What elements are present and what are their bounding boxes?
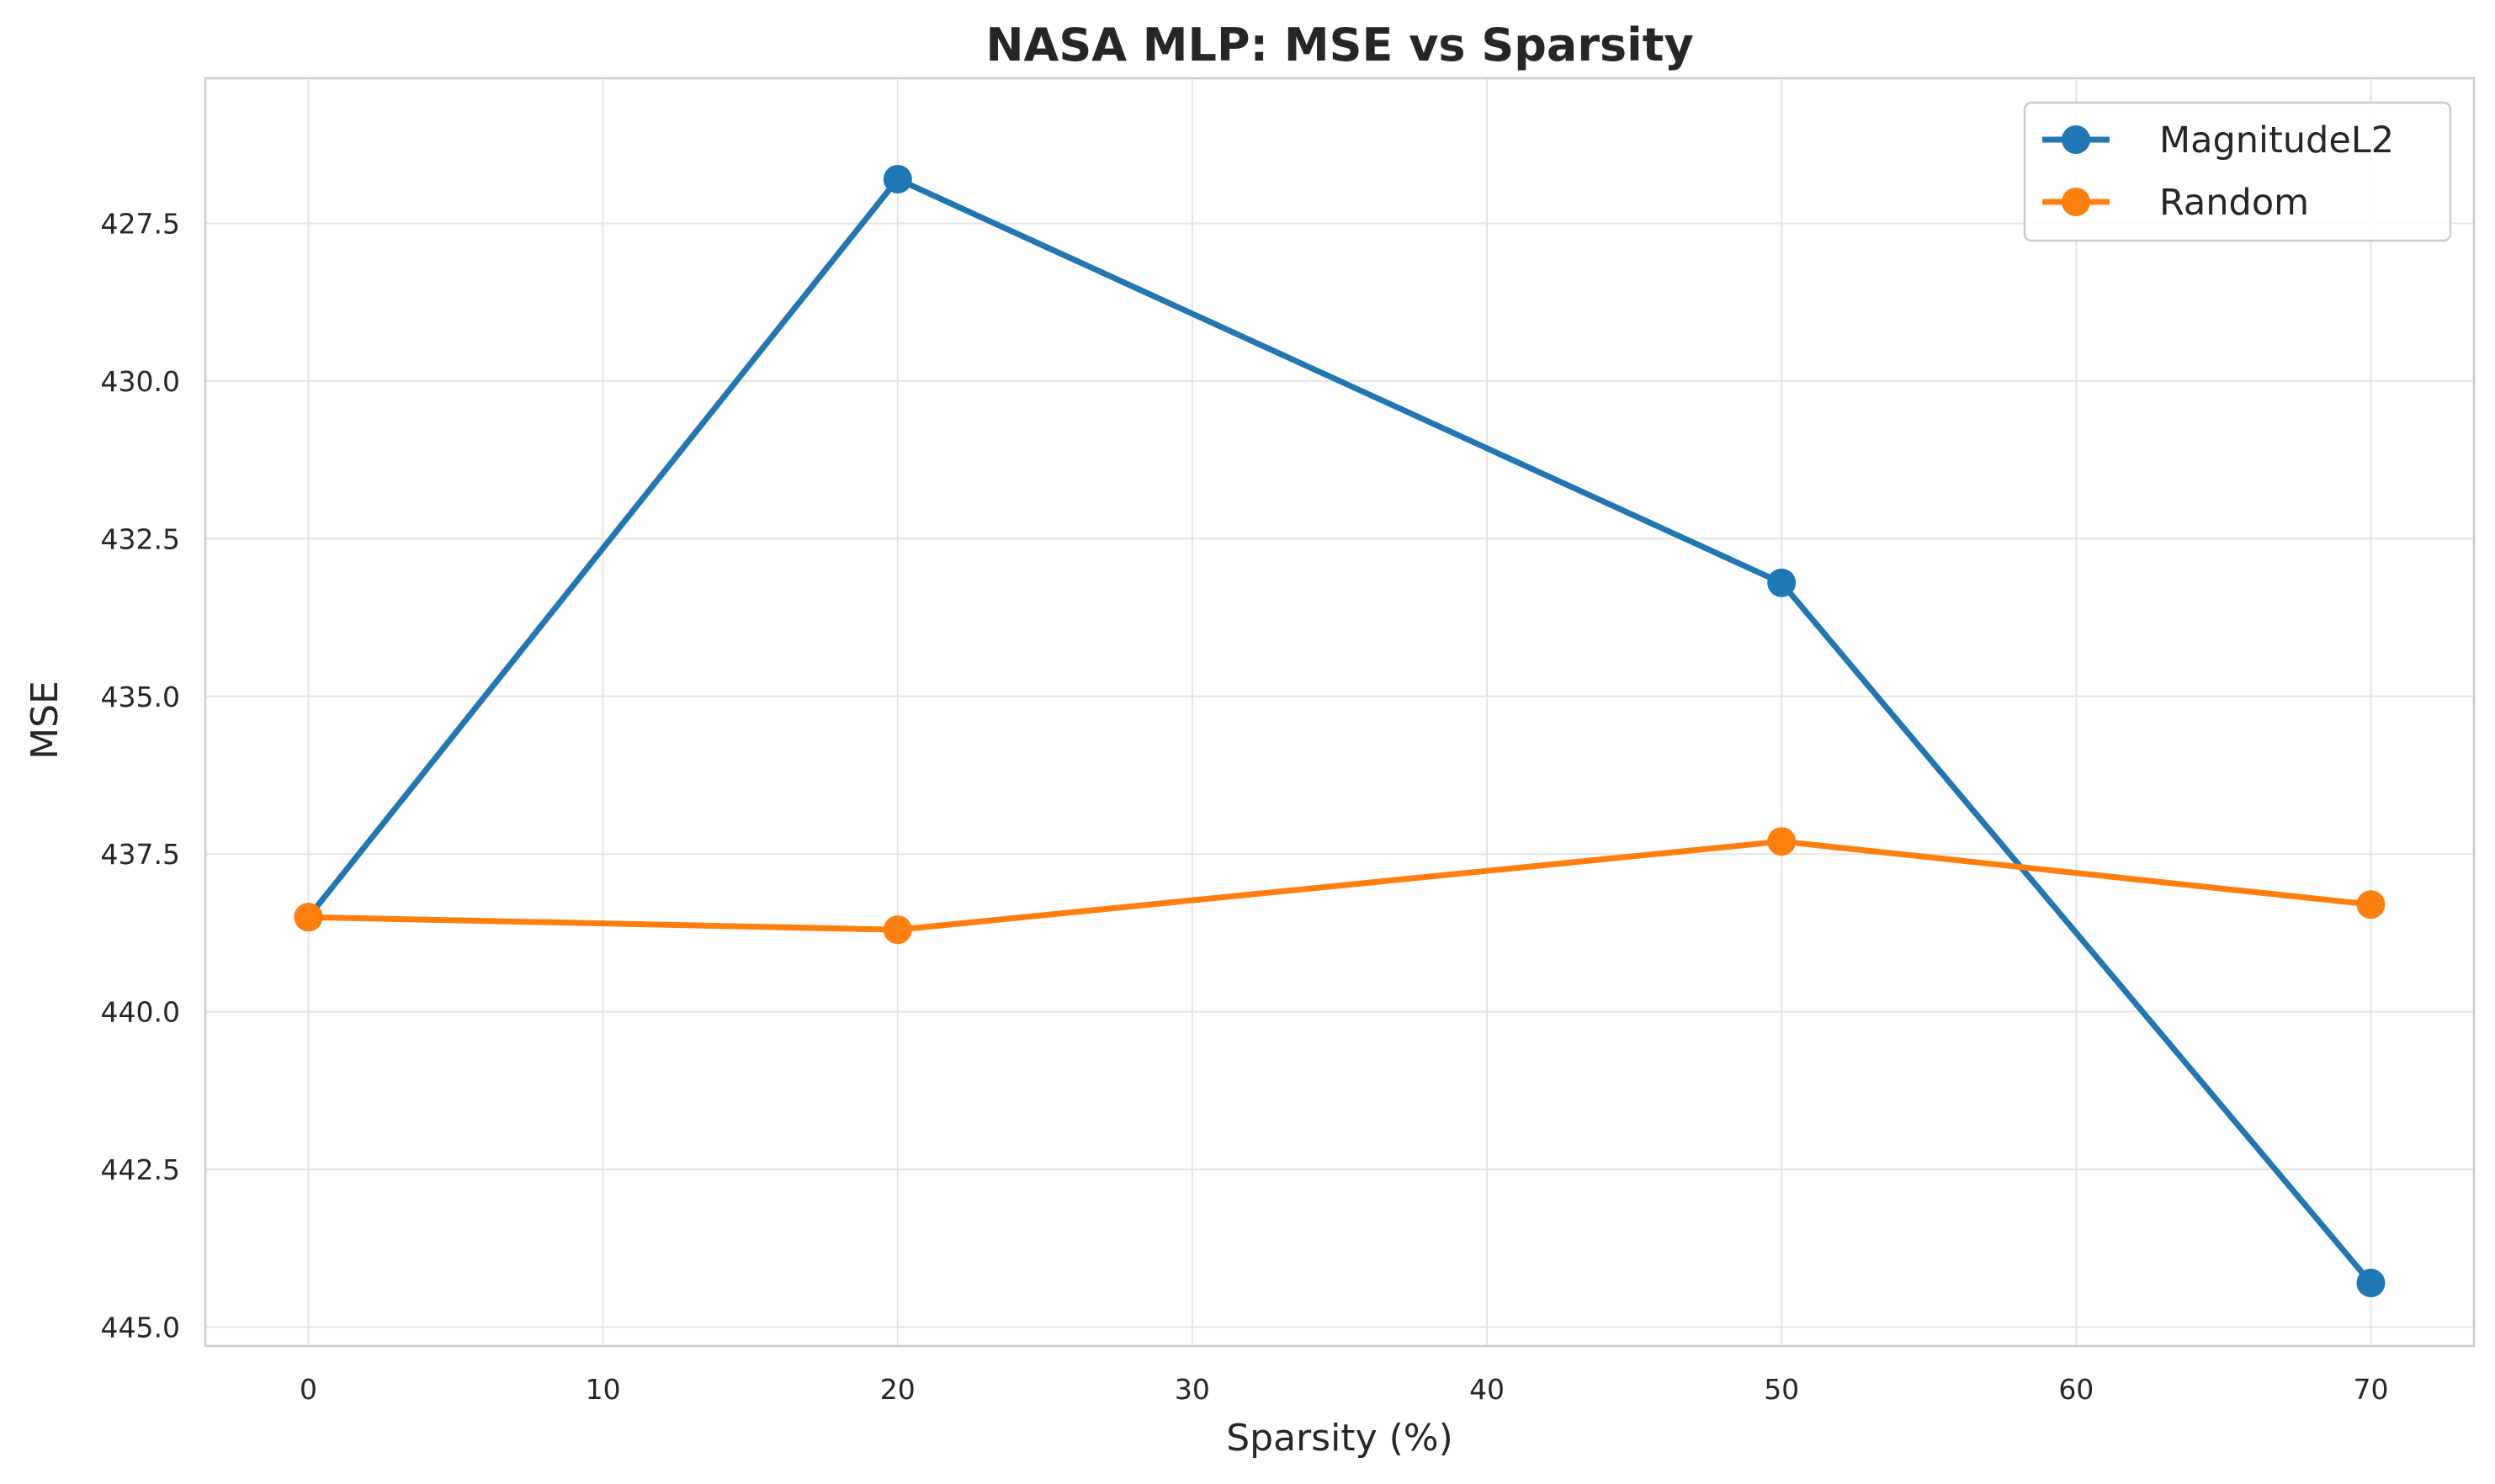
data-point-random bbox=[1767, 827, 1797, 856]
y-tick-label: 430.0 bbox=[101, 365, 180, 398]
data-point-magnitudel2 bbox=[1767, 568, 1797, 597]
y-tick-label: 442.5 bbox=[101, 1153, 180, 1186]
data-point-random bbox=[883, 915, 912, 945]
x-tick-label: 20 bbox=[880, 1373, 916, 1406]
x-tick-label: 10 bbox=[586, 1373, 621, 1406]
legend-label: Random bbox=[2159, 182, 2309, 224]
y-tick-label: 445.0 bbox=[101, 1312, 180, 1344]
series-lines bbox=[305, 176, 2374, 1286]
x-tick-label: 50 bbox=[1764, 1373, 1799, 1406]
x-tick-label: 40 bbox=[1469, 1373, 1505, 1406]
x-axis-ticks: 0 10 20 30 40 50 60 70 bbox=[300, 1373, 2388, 1406]
data-point-random bbox=[294, 903, 323, 932]
x-axis-title: Sparsity (%) bbox=[1226, 1417, 1452, 1460]
legend-marker bbox=[2062, 188, 2090, 216]
y-tick-label: 440.0 bbox=[101, 996, 180, 1029]
y-tick-label: 427.5 bbox=[101, 207, 180, 240]
legend-label: MagnitudeL2 bbox=[2159, 119, 2394, 162]
chart-title: NASA MLP: MSE vs Sparsity bbox=[985, 19, 1693, 72]
y-axis-ticks: 427.5 430.0 432.5 435.0 437.5 440.0 442.5 445.0 bbox=[101, 207, 180, 1344]
y-tick-label: 435.0 bbox=[101, 681, 180, 713]
y-axis-title: MSE bbox=[24, 681, 66, 760]
data-point-random bbox=[2356, 890, 2386, 920]
legend-marker bbox=[2062, 125, 2090, 154]
y-tick-label: 432.5 bbox=[101, 522, 180, 555]
x-tick-label: 30 bbox=[1175, 1373, 1210, 1406]
x-tick-label: 70 bbox=[2353, 1373, 2388, 1406]
data-point-magnitudel2 bbox=[2356, 1269, 2386, 1298]
series-markers bbox=[294, 164, 2386, 1298]
y-tick-label: 437.5 bbox=[101, 838, 180, 871]
x-tick-label: 0 bbox=[300, 1373, 317, 1406]
data-point-magnitudel2 bbox=[883, 164, 912, 193]
plot-frame bbox=[204, 77, 2476, 1348]
legend-box bbox=[2023, 101, 2452, 242]
x-tick-label: 60 bbox=[2058, 1373, 2094, 1406]
legend: MagnitudeL2 Random bbox=[2023, 101, 2452, 242]
series-line-magnitudel2 bbox=[305, 176, 2374, 1286]
series-line-random bbox=[305, 838, 2374, 933]
